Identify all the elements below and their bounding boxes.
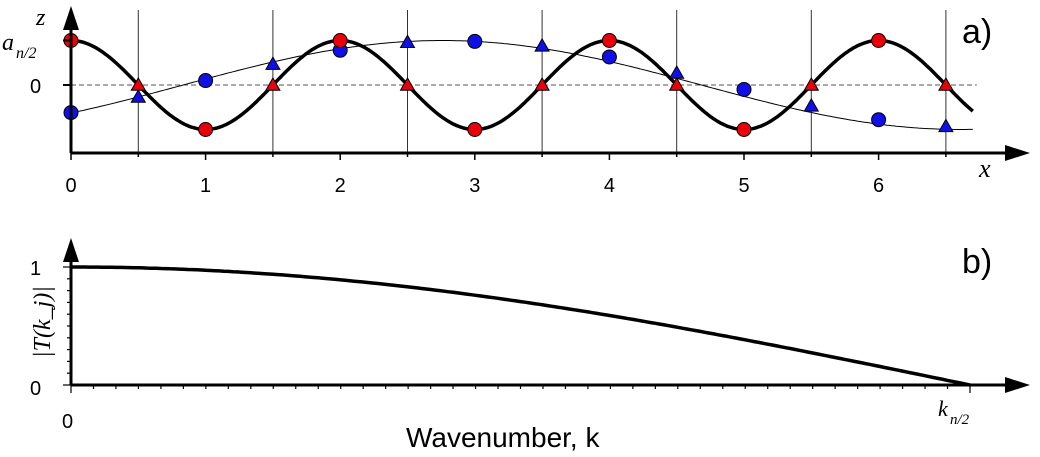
- blue-half-sample-point-6: [938, 118, 954, 133]
- blue-sample-point-3: [467, 33, 483, 49]
- blue-half-sample-point-0: [130, 89, 147, 103]
- panel-a-xtick-label-5: 5: [738, 175, 749, 197]
- panel-a-xtick-label-3: 3: [469, 175, 480, 197]
- panel-b-ytick-1: 1: [30, 258, 41, 280]
- red-zero-crossing-point-2: [399, 76, 416, 91]
- panel-b-x-axis-arrow: [1005, 377, 1030, 393]
- panel-b-transfer-curve: [71, 265, 971, 387]
- panel-a-x-ticks: 0 1 2 3 4 5 6: [65, 153, 947, 197]
- red-sample-point-2: [332, 33, 348, 48]
- panel-b-xtick-kn2-sub: n/2: [950, 412, 970, 428]
- red-zero-crossing-point-0: [130, 76, 147, 91]
- panel-a-xtick-label-0: 0: [65, 175, 76, 197]
- panel-a-xtick-label-4: 4: [604, 175, 615, 197]
- panel-b-ticks: [63, 266, 971, 393]
- blue-half-sample-point-5: [803, 97, 820, 112]
- panel-a-y-axis-label: z: [35, 5, 46, 31]
- panel-a-ytick-an2-base: a: [2, 30, 14, 56]
- panel-b-label: b): [962, 243, 992, 281]
- red-zero-crossing-point-5: [803, 76, 820, 91]
- panel-a-y-axis-arrow: [63, 6, 79, 30]
- panel-a-ytick-0: 0: [30, 76, 41, 98]
- panel-b-y-axis-arrow: [63, 238, 79, 262]
- red-zero-crossing-point-1: [265, 76, 281, 91]
- panel-a-x-axis-arrow: [1005, 145, 1030, 161]
- blue-sample-point-5: [736, 81, 752, 97]
- panel-b-xtick-kn2-base: k: [938, 396, 949, 421]
- blue-sample-point-6: [871, 112, 887, 128]
- blue-half-sample-point-3: [534, 37, 550, 52]
- panel-b-ytick-0: 0: [30, 378, 41, 400]
- blue-half-sample-point-1: [265, 56, 281, 70]
- panel-b-x-axis-label: Wavenumber, k: [406, 422, 600, 453]
- panel-b-xtick-0: 0: [62, 411, 73, 433]
- panel-a-long-wave-curve: [70, 40, 973, 130]
- panel-a-x-axis-label: x: [978, 154, 991, 183]
- panel-b-axes: [63, 238, 1030, 393]
- panel-b: b) 1 0 0 k n/2 Wavenumber, k |T(k_j)|: [30, 238, 1030, 453]
- panel-a-ytick-an2-sub: n/2: [16, 45, 36, 62]
- red-zero-crossing-point-3: [534, 76, 550, 91]
- red-sample-point-3: [467, 122, 483, 137]
- red-sample-point-5: [736, 122, 752, 137]
- panel-a-xtick-label-1: 1: [200, 175, 211, 197]
- panel-a-xtick-label-6: 6: [873, 175, 884, 197]
- red-zero-crossing-point-6: [938, 76, 954, 91]
- blue-half-sample-point-2: [399, 34, 416, 49]
- panel-a: 0 1 2 3 4 5 6 a) x z a n/2 0: [2, 5, 1030, 197]
- blue-sample-point-1: [198, 73, 214, 89]
- red-sample-point-4: [601, 33, 617, 48]
- red-zero-crossing-point-4: [668, 76, 685, 91]
- blue-half-sample-point-4: [668, 64, 685, 79]
- panel-b-y-axis-label: |T(k_j)|: [30, 286, 56, 358]
- panel-a-nyquist-curve: [70, 38, 974, 132]
- panel-a-xtick-label-2: 2: [335, 175, 346, 197]
- panel-a-label: a): [962, 13, 992, 51]
- blue-sample-point-4: [601, 49, 617, 65]
- red-sample-point-6: [871, 33, 887, 48]
- red-sample-point-1: [198, 122, 214, 137]
